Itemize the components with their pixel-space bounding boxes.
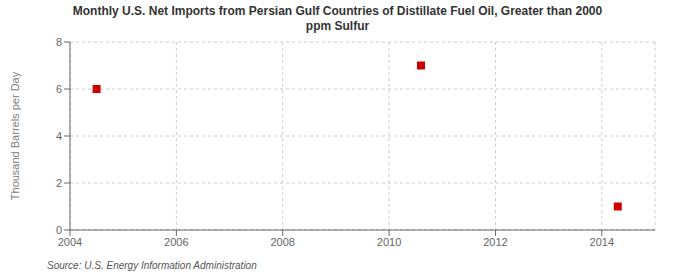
svg-text:2010: 2010	[377, 236, 401, 248]
svg-text:0: 0	[56, 224, 62, 236]
svg-text:2008: 2008	[270, 236, 294, 248]
svg-text:2012: 2012	[483, 236, 507, 248]
svg-text:2006: 2006	[164, 236, 188, 248]
svg-text:2014: 2014	[590, 236, 614, 248]
html-text:Monthly U.S. Net Imports from: Monthly U.S. Net Imports from Persian Gu…	[72, 4, 603, 18]
svg-text:Thousand Barrels per Day: Thousand Barrels per Day	[9, 71, 21, 200]
svg-text:6: 6	[56, 83, 62, 95]
svg-text:4: 4	[56, 130, 62, 142]
svg-text:2004: 2004	[58, 236, 82, 248]
html-text:ppm Sulfur: ppm Sulfur	[305, 19, 370, 33]
svg-text:8: 8	[56, 36, 62, 48]
html-text:Source: U.S. Energy Informatio: Source: U.S. Energy Information Administ…	[47, 260, 257, 271]
svg-text:2: 2	[56, 177, 62, 189]
